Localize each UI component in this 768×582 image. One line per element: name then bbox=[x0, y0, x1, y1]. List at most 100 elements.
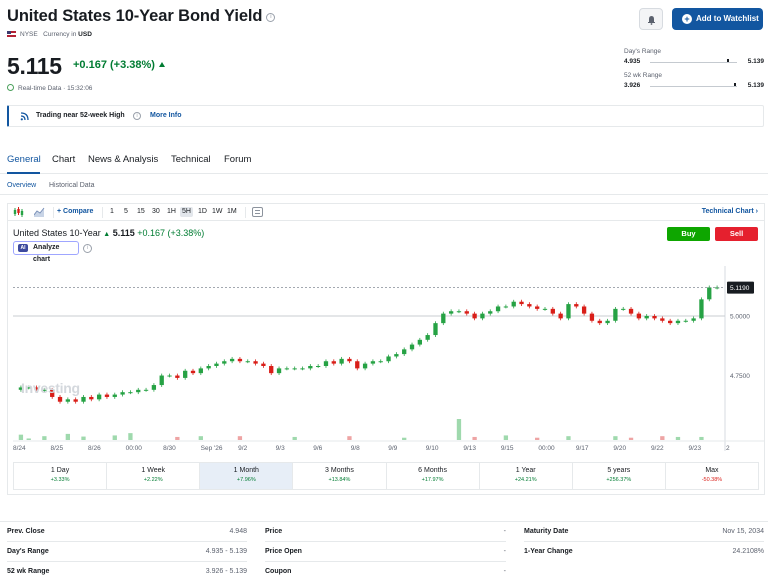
main-tabs: General Chart News & Analysis Technical … bbox=[0, 152, 768, 174]
wk52-range-stat-value: 3.926 - 5.139 bbox=[205, 568, 247, 575]
tab-technical[interactable]: Technical bbox=[171, 154, 211, 165]
maturity-value: Nov 15, 2034 bbox=[722, 528, 764, 535]
period-2[interactable]: 1 Month +7.96% bbox=[200, 463, 294, 489]
us-flag-icon bbox=[7, 31, 16, 37]
price-stat-label: Price bbox=[265, 528, 283, 535]
price-open-label: Price Open bbox=[265, 548, 302, 555]
watermark: Investing bbox=[21, 380, 80, 396]
volume-bar bbox=[292, 436, 297, 440]
tab-chart[interactable]: Chart bbox=[52, 154, 76, 165]
candle bbox=[386, 356, 391, 362]
settings-icon[interactable] bbox=[252, 207, 263, 217]
add-alert-button[interactable] bbox=[639, 8, 663, 30]
info-icon[interactable]: i bbox=[266, 13, 276, 22]
volume-bar bbox=[628, 437, 634, 440]
wk52-range-stat-label: 52 wk Range bbox=[7, 568, 50, 575]
days-range-high: 5.139 bbox=[747, 58, 764, 65]
period-3[interactable]: 3 Months +13.84% bbox=[293, 463, 387, 489]
period-4[interactable]: 6 Months +17.97% bbox=[387, 463, 480, 489]
period-5[interactable]: 1 Year +24.21% bbox=[480, 463, 573, 489]
candle bbox=[652, 316, 657, 319]
candle bbox=[136, 389, 141, 393]
divider bbox=[0, 194, 768, 195]
interval-1m[interactable]: 1M bbox=[227, 208, 237, 215]
compare-button[interactable]: + Compare bbox=[57, 208, 94, 215]
interval-1d[interactable]: 1D bbox=[198, 208, 207, 215]
candle bbox=[378, 361, 383, 363]
currency: USD bbox=[78, 31, 92, 38]
volume-bar bbox=[112, 435, 117, 440]
chart-toolbar: + Compare 1 5 15 30 1H 5H 1D 1W 1M Techn… bbox=[8, 204, 764, 221]
interval-1h[interactable]: 1H bbox=[167, 208, 176, 215]
x-tick-label: 9/2 bbox=[238, 445, 247, 452]
chart-price: 5.115 bbox=[112, 228, 135, 238]
candle bbox=[159, 375, 164, 386]
x-tick-label: 9/6 bbox=[313, 445, 322, 452]
technical-chart-link[interactable]: Technical Chart › bbox=[701, 208, 758, 215]
wk52-range-low: 3.926 bbox=[624, 82, 641, 89]
chart-change: +0.167 (+3.38%) bbox=[137, 228, 205, 238]
volume-bar bbox=[660, 436, 665, 440]
candle bbox=[699, 299, 704, 319]
price-chart[interactable]: 4.7500 5.0000 5.1190 8/24 8/25 8/26 00:00 8/30 S… bbox=[8, 204, 764, 462]
period-label: 1 Week bbox=[141, 467, 165, 474]
candle bbox=[26, 387, 31, 389]
area-chart-icon[interactable] bbox=[34, 207, 45, 217]
candle bbox=[566, 304, 571, 319]
candle bbox=[347, 358, 352, 362]
maturity-label: Maturity Date bbox=[524, 528, 569, 535]
last-price-label: 5.1190 bbox=[730, 285, 750, 292]
x-tick-label: 8/26 bbox=[88, 445, 101, 452]
candle bbox=[292, 368, 297, 370]
candle bbox=[284, 368, 290, 370]
candlestick-icon[interactable] bbox=[13, 207, 24, 217]
period-change: +2.22% bbox=[143, 477, 163, 483]
candle bbox=[433, 323, 438, 336]
sell-button[interactable]: Sell bbox=[715, 227, 758, 241]
info-icon[interactable]: i bbox=[133, 112, 141, 120]
subtab-historical-data[interactable]: Historical Data bbox=[49, 182, 95, 189]
interval-1[interactable]: 1 bbox=[110, 208, 114, 215]
x-tick-label: 9/15 bbox=[501, 445, 514, 452]
plus-icon: + bbox=[682, 14, 692, 24]
ai-icon: AI bbox=[18, 244, 28, 252]
y-tick-label: 5.0000 bbox=[730, 314, 750, 321]
days-range-stat-value: 4.935 - 5.139 bbox=[205, 548, 247, 555]
candle bbox=[339, 358, 344, 364]
interval-1w[interactable]: 1W bbox=[212, 208, 223, 215]
candle bbox=[253, 361, 258, 364]
interval-30[interactable]: 30 bbox=[152, 208, 160, 215]
period-7[interactable]: Max -50.38% bbox=[666, 463, 758, 489]
tab-forum[interactable]: Forum bbox=[224, 154, 252, 165]
interval-5[interactable]: 5 bbox=[124, 208, 128, 215]
days-range-marker bbox=[726, 59, 729, 62]
tab-general[interactable]: General bbox=[7, 154, 41, 165]
info-icon[interactable]: i bbox=[83, 244, 92, 253]
bell-plus-icon bbox=[648, 16, 655, 25]
interval-15[interactable]: 15 bbox=[137, 208, 145, 215]
x-tick-label: Sep '26 bbox=[201, 445, 223, 452]
candle bbox=[222, 361, 227, 364]
interval-5h[interactable]: 5H bbox=[180, 207, 193, 217]
period-6[interactable]: 5 years +256.37% bbox=[573, 463, 666, 489]
one-year-change-value: 24.2108% bbox=[732, 548, 764, 555]
clock-icon bbox=[7, 84, 14, 91]
candle bbox=[402, 349, 407, 355]
candle bbox=[81, 396, 86, 402]
divider bbox=[0, 521, 768, 522]
prev-close-value: 4.948 bbox=[229, 528, 247, 535]
add-to-watchlist-button[interactable]: + Add to Watchlist bbox=[672, 8, 763, 30]
subtab-overview[interactable]: Overview bbox=[7, 182, 37, 189]
period-1[interactable]: 1 Week +2.22% bbox=[107, 463, 201, 489]
period-0[interactable]: 1 Day +3.33% bbox=[14, 463, 108, 489]
candle bbox=[707, 287, 712, 300]
tab-news-analysis[interactable]: News & Analysis bbox=[88, 154, 159, 165]
volume-bar bbox=[81, 436, 86, 440]
analyze-chart-button[interactable]: AI Analyze chart bbox=[13, 241, 79, 263]
candle bbox=[65, 399, 70, 402]
candle bbox=[535, 306, 540, 309]
volume-bar bbox=[237, 436, 243, 440]
period-label: Max bbox=[705, 467, 719, 474]
buy-button[interactable]: Buy bbox=[667, 227, 710, 241]
more-info-link[interactable]: More Info bbox=[150, 112, 182, 119]
